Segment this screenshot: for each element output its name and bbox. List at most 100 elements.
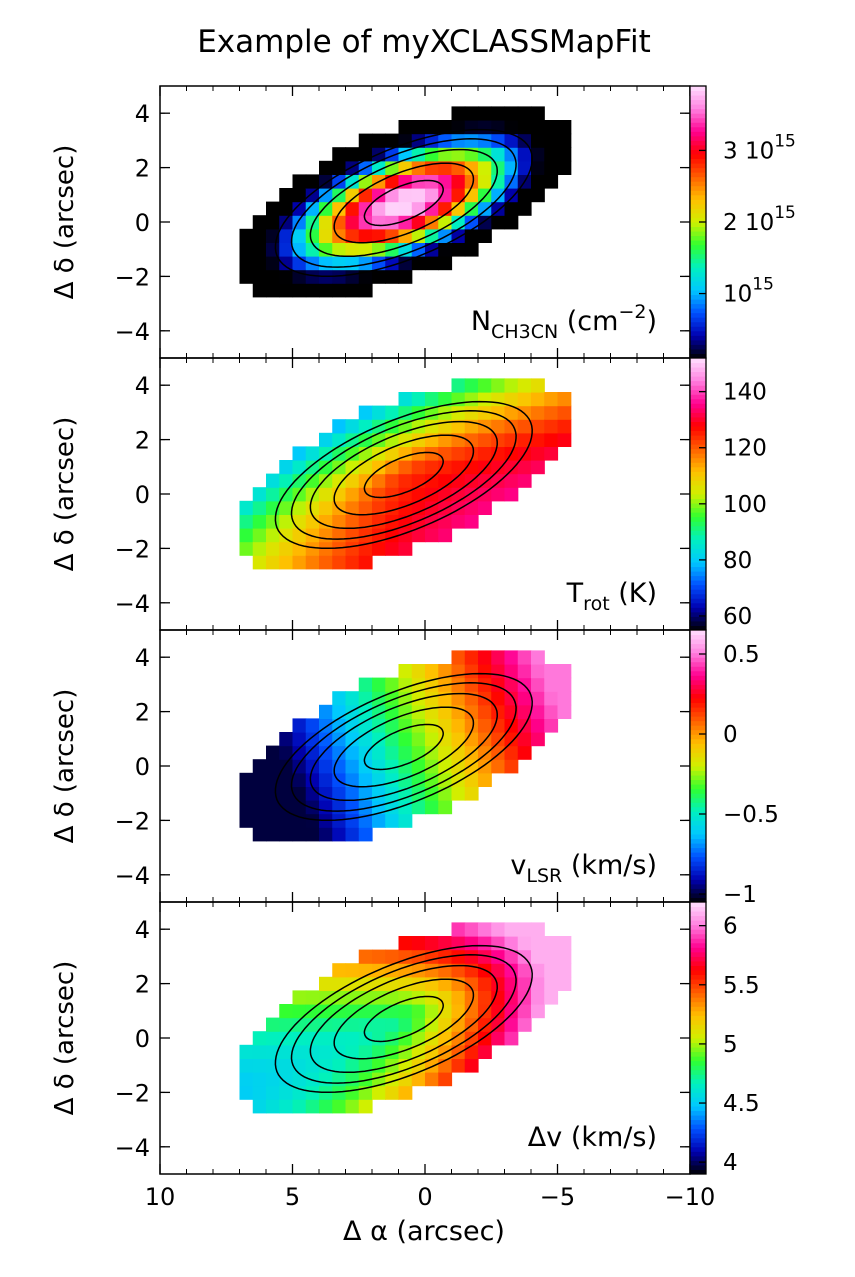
- line-width-pixel: [305, 1044, 320, 1059]
- line-width-pixel: [491, 990, 506, 1005]
- rotation-temperature-pixel: [252, 555, 267, 570]
- rotation-temperature-pixel: [531, 419, 545, 434]
- column-density-pixel: [451, 188, 466, 203]
- rotation-temperature-pixel: [478, 392, 492, 407]
- velocity-ytick-label: 4: [135, 644, 150, 672]
- line-width-pixel: [451, 1004, 466, 1019]
- rotation-temperature-pixel: [464, 432, 479, 447]
- line-width-pixel: [279, 1072, 294, 1087]
- velocity-pixel: [252, 813, 267, 828]
- rotation-temperature-pixel: [305, 473, 320, 488]
- line-width-colorbar-frame: [689, 901, 707, 1175]
- column-density-pixel: [544, 133, 559, 148]
- rotation-temperature-pixel: [464, 378, 479, 393]
- rotation-temperature-pixel: [398, 473, 413, 488]
- velocity-pixel: [478, 650, 492, 665]
- line-width-colorbar-segment: [690, 1137, 706, 1143]
- line-width-pixel: [425, 990, 439, 1005]
- velocity-pixel: [544, 677, 559, 692]
- velocity-pixel: [398, 813, 413, 828]
- rotation-temperature-pixel: [411, 473, 426, 488]
- line-width-pixel: [411, 949, 426, 964]
- rotation-temperature-pixel: [319, 500, 333, 515]
- column-density-pixel: [345, 201, 360, 216]
- line-width-colorbar-segment: [690, 1051, 706, 1057]
- column-density-pixel: [252, 283, 267, 298]
- line-width-colorbar-segment: [690, 1010, 706, 1016]
- line-width-colorbar-segment: [690, 983, 706, 989]
- velocity-colorbar-segment: [690, 865, 706, 871]
- column-density-pixel: [345, 269, 360, 284]
- rotation-temperature-colorbar-segment: [690, 625, 706, 631]
- velocity-pixel: [292, 772, 307, 787]
- velocity-pixel: [517, 677, 532, 692]
- velocity-pixel: [451, 759, 466, 774]
- column-density-colorbar-label: 2 1015: [723, 203, 796, 236]
- velocity-pixel: [305, 827, 320, 842]
- velocity-colorbar-segment: [690, 756, 706, 762]
- velocity-pixel: [504, 650, 519, 665]
- line-width-pixel: [557, 936, 572, 951]
- column-density-pixel: [292, 174, 307, 189]
- velocity-pixel: [385, 718, 400, 733]
- rotation-temperature-colorbar-segment: [690, 371, 706, 377]
- velocity-colorbar-segment: [690, 815, 706, 821]
- rotation-temperature-pixel: [557, 392, 572, 407]
- column-density-colorbar-segment: [690, 271, 706, 277]
- line-width-colorbar-label: 5: [723, 1032, 738, 1058]
- rotation-temperature-pixel: [385, 446, 400, 461]
- column-density-colorbar-segment: [690, 339, 706, 345]
- column-density-colorbar-segment: [690, 117, 706, 123]
- line-width-pixel: [372, 1017, 386, 1032]
- column-density-colorbar-segment: [690, 122, 706, 128]
- line-width-pixel: [411, 1044, 426, 1059]
- line-width-pixel: [319, 1004, 333, 1019]
- line-width-contour-line: [363, 995, 444, 1043]
- velocity-pixel: [517, 732, 532, 747]
- rotation-temperature-pixel: [411, 392, 426, 407]
- velocity-pixel: [425, 732, 439, 747]
- column-density-pixel: [279, 242, 294, 257]
- rotation-temperature-pixel: [478, 473, 492, 488]
- line-width-pixel: [292, 1058, 307, 1073]
- rotation-temperature-pixel: [438, 446, 453, 461]
- column-density-pixel: [266, 283, 280, 298]
- column-density-pixel: [358, 242, 373, 257]
- column-density-colorbar-segment: [690, 185, 706, 191]
- line-width-colorbar-segment: [690, 915, 706, 921]
- velocity-pixel: [292, 786, 307, 801]
- column-density-colorbar-segment: [690, 235, 706, 241]
- line-width-pixel: [319, 1099, 333, 1114]
- rotation-temperature-pixel: [319, 473, 333, 488]
- column-density-colorbar-segment: [690, 222, 706, 228]
- column-density-pixel: [292, 228, 307, 243]
- rotation-temperature-pixel: [319, 487, 333, 502]
- velocity-pixel: [319, 786, 333, 801]
- column-density-pixel: [557, 120, 572, 135]
- velocity-pixel: [332, 786, 347, 801]
- x-tick-label: −5: [540, 1183, 575, 1211]
- rotation-temperature-colorbar-segment: [690, 489, 706, 495]
- velocity-pixel: [478, 745, 492, 760]
- rotation-temperature-pixel: [385, 405, 400, 420]
- rotation-temperature-colorbar-segment: [690, 552, 706, 558]
- line-width-pixel: [279, 1099, 294, 1114]
- column-density-contour-line: [333, 162, 475, 244]
- velocity-pixel: [531, 732, 545, 747]
- velocity-colorbar-segment: [690, 806, 706, 812]
- velocity-colorbar-segment: [690, 693, 706, 699]
- rotation-temperature-pixel: [504, 473, 519, 488]
- velocity-colorbar-segment: [690, 784, 706, 790]
- velocity-pixel: [345, 718, 360, 733]
- velocity-colorbar-label: −1: [723, 882, 757, 908]
- rotation-temperature-colorbar-segment: [690, 543, 706, 549]
- column-density-pixel: [425, 256, 439, 271]
- x-tick-label: 5: [285, 1183, 300, 1211]
- column-density-pixel: [372, 228, 386, 243]
- line-width-pixel: [358, 1058, 373, 1073]
- velocity-colorbar-segment: [690, 711, 706, 717]
- column-density-contours: [274, 128, 533, 278]
- velocity-colorbar-segment: [690, 820, 706, 826]
- column-density-pixel: [557, 133, 572, 148]
- velocity-pixel: [517, 691, 532, 706]
